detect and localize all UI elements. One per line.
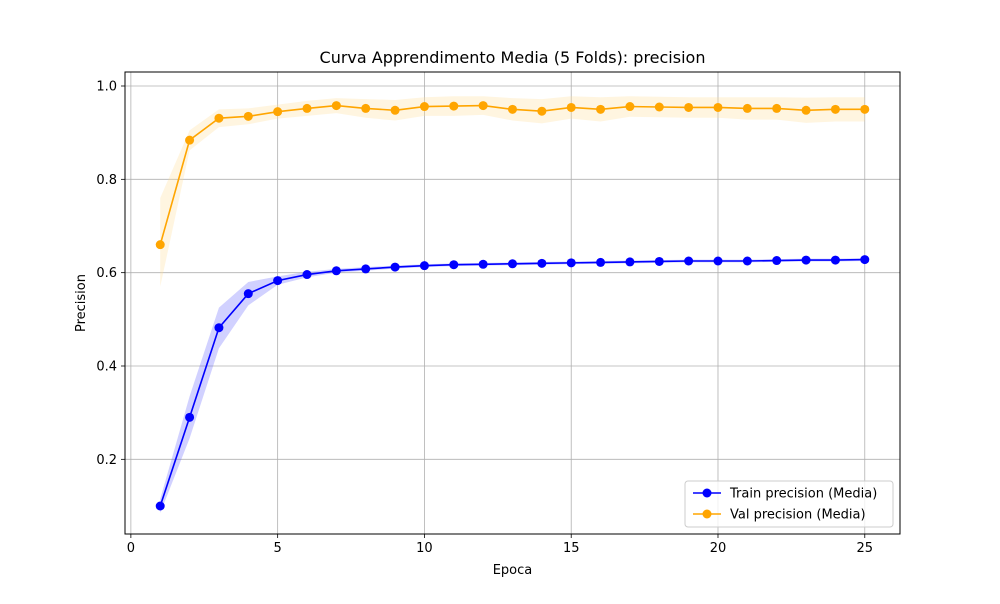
point-series-0 [419, 261, 429, 271]
plot-frame [124, 71, 901, 535]
point-series-1 [772, 103, 782, 113]
point-series-0 [273, 276, 283, 286]
point-series-0 [361, 264, 371, 274]
point-series-1 [654, 102, 664, 112]
x-tick-label: 15 [563, 541, 580, 556]
x-axis-label: Epoca [493, 563, 533, 578]
legend-entry-val: Val precision (Media) [693, 508, 866, 523]
chart-title: Curva Apprendimento Media (5 Folds): pre… [320, 48, 706, 67]
point-series-0 [302, 270, 312, 280]
point-series-0 [243, 289, 253, 299]
band-series-1 [160, 96, 865, 287]
point-series-1 [449, 101, 459, 111]
point-series-0 [625, 257, 635, 267]
point-series-0 [801, 255, 811, 265]
x-tick-label: 25 [856, 541, 873, 556]
point-series-1 [185, 135, 195, 145]
point-series-0 [214, 323, 224, 333]
point-series-0 [684, 256, 694, 266]
legend-marker-val [702, 509, 712, 519]
y-tick-label: 1.0 [96, 80, 117, 95]
point-series-1 [243, 111, 253, 121]
point-series-0 [508, 259, 517, 269]
point-series-0 [596, 257, 606, 267]
x-tick-label: 20 [710, 541, 727, 556]
legend-label-train: Train precision (Media) [729, 487, 877, 502]
point-series-0 [566, 258, 576, 268]
point-series-0 [654, 256, 664, 266]
legend-entry-train: Train precision (Media) [693, 487, 877, 502]
confidence-bands [160, 96, 865, 513]
y-tick-label: 0.6 [96, 266, 117, 281]
point-series-1 [331, 101, 341, 111]
point-series-1 [713, 102, 723, 112]
grid [125, 72, 900, 534]
legend-marker-train [702, 488, 712, 498]
y-axis-label: Precision [74, 274, 89, 332]
axis-ticks: 0 5 10 15 20 25 0.2 0.4 0.6 0.8 1.0 [96, 80, 873, 557]
point-series-0 [390, 262, 400, 272]
point-series-0 [830, 255, 840, 265]
band-series-0 [160, 258, 865, 513]
point-series-0 [772, 256, 782, 266]
point-series-1 [801, 105, 811, 115]
x-tick-label: 0 [127, 541, 135, 556]
point-series-0 [478, 259, 488, 269]
point-series-1 [596, 104, 606, 114]
point-series-1 [390, 105, 400, 115]
point-series-1 [508, 104, 517, 114]
x-tick-label: 10 [416, 541, 433, 556]
y-tick-label: 0.8 [96, 173, 117, 188]
point-series-1 [155, 240, 165, 250]
point-series-1 [214, 113, 224, 123]
legend-label-val: Val precision (Media) [730, 508, 866, 523]
x-tick-label: 5 [274, 541, 282, 556]
point-series-0 [537, 258, 547, 268]
legend: Train precision (Media) Val precision (M… [684, 480, 894, 528]
point-series-0 [155, 501, 165, 511]
point-series-1 [419, 102, 429, 112]
point-series-1 [478, 101, 488, 111]
point-series-0 [449, 260, 459, 270]
point-series-0 [713, 256, 723, 266]
point-series-1 [684, 102, 694, 112]
point-series-1 [830, 104, 840, 114]
point-series-1 [361, 103, 371, 113]
series-lines [155, 101, 870, 511]
line-series-0 [159, 258, 865, 507]
point-series-1 [537, 106, 547, 116]
point-series-1 [566, 102, 576, 112]
point-series-0 [860, 255, 870, 265]
point-series-1 [273, 107, 283, 117]
y-tick-label: 0.2 [96, 453, 117, 468]
line-series-1 [159, 104, 865, 245]
y-tick-label: 0.4 [96, 360, 117, 375]
point-series-1 [860, 104, 870, 114]
point-series-0 [742, 256, 752, 266]
point-series-1 [742, 103, 752, 113]
legend-box [684, 480, 894, 528]
point-series-1 [302, 103, 312, 113]
point-series-0 [185, 412, 195, 422]
point-series-0 [331, 266, 341, 276]
point-series-1 [625, 102, 635, 112]
